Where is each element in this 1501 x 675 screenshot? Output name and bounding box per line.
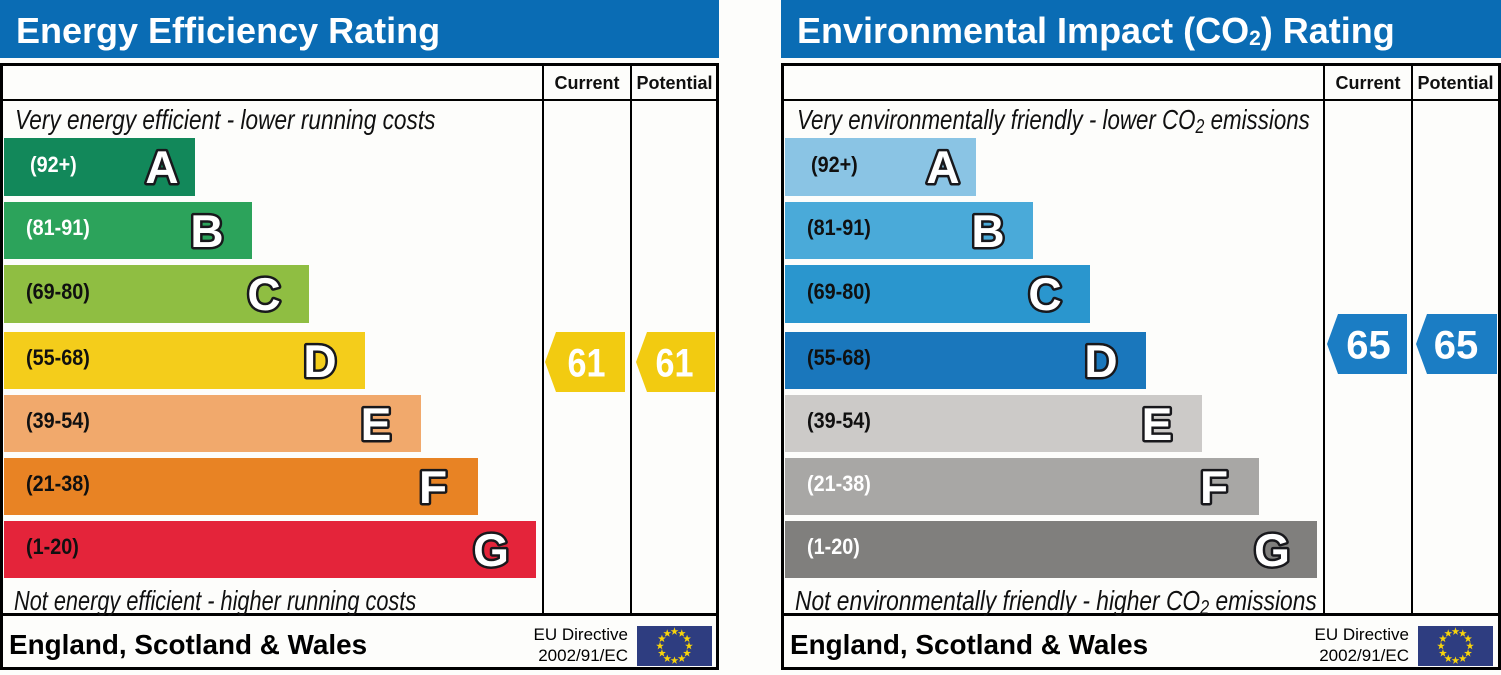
svg-text:A: A [926, 141, 959, 193]
svg-text:F: F [419, 461, 447, 513]
svg-text:A: A [145, 141, 178, 193]
svg-text:C: C [1028, 268, 1061, 320]
svg-text:E: E [1142, 398, 1173, 450]
svg-text:65: 65 [1346, 324, 1391, 368]
svg-text:G: G [473, 524, 509, 576]
svg-text:D: D [1084, 335, 1117, 387]
svg-text:61: 61 [656, 342, 694, 386]
svg-text:B: B [971, 205, 1004, 257]
svg-text:G: G [1254, 524, 1290, 576]
svg-text:D: D [1084, 335, 1117, 387]
svg-text:B: B [190, 205, 223, 257]
svg-text:F: F [1200, 461, 1228, 513]
svg-text:G: G [473, 524, 509, 576]
svg-text:B: B [190, 205, 223, 257]
svg-text:E: E [1142, 398, 1173, 450]
svg-text:C: C [247, 268, 280, 320]
svg-text:B: B [971, 205, 1004, 257]
svg-text:E: E [361, 398, 392, 450]
svg-text:D: D [303, 335, 336, 387]
svg-text:65: 65 [1434, 324, 1479, 368]
svg-text:G: G [1254, 524, 1290, 576]
svg-text:D: D [303, 335, 336, 387]
svg-text:A: A [145, 141, 178, 193]
svg-text:E: E [361, 398, 392, 450]
svg-text:C: C [1028, 268, 1061, 320]
svg-text:61: 61 [568, 342, 606, 386]
svg-text:F: F [419, 461, 447, 513]
svg-text:A: A [926, 141, 959, 193]
svg-text:C: C [247, 268, 280, 320]
svg-text:F: F [1200, 461, 1228, 513]
